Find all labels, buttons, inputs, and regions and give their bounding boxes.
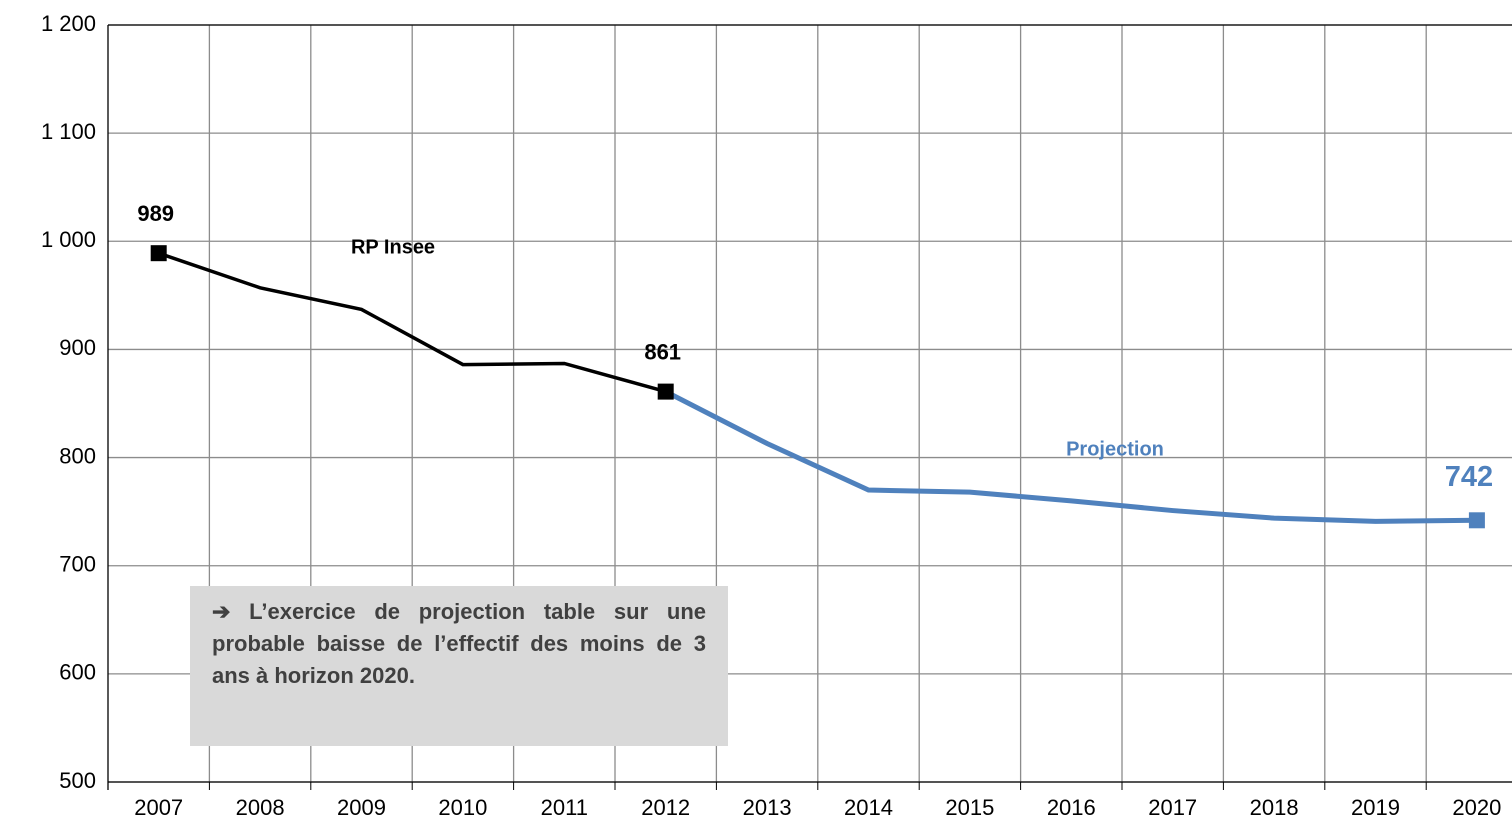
marker bbox=[1468, 512, 1485, 529]
y-tick-label: 1 100 bbox=[41, 119, 96, 144]
y-tick-label: 1 000 bbox=[41, 227, 96, 252]
series-label: RP Insee bbox=[351, 236, 435, 258]
x-tick-label: 2009 bbox=[337, 795, 386, 820]
y-tick-label: 800 bbox=[59, 443, 96, 468]
x-tick-label: 2019 bbox=[1351, 795, 1400, 820]
y-tick-label: 600 bbox=[59, 660, 96, 685]
data-label: 989 bbox=[137, 201, 174, 226]
marker bbox=[657, 383, 674, 400]
marker bbox=[150, 245, 167, 262]
x-tick-label: 2018 bbox=[1250, 795, 1299, 820]
x-tick-label: 2016 bbox=[1047, 795, 1096, 820]
series-line bbox=[158, 251, 667, 394]
x-tick-label: 2010 bbox=[438, 795, 487, 820]
data-label: 742 bbox=[1445, 461, 1493, 493]
y-tick-label: 1 200 bbox=[41, 11, 96, 36]
y-tick-label: 700 bbox=[59, 552, 96, 577]
y-tick-label: 500 bbox=[59, 768, 96, 793]
x-tick-label: 2015 bbox=[945, 795, 994, 820]
x-tick-label: 2007 bbox=[134, 795, 183, 820]
x-tick-label: 2014 bbox=[844, 795, 893, 820]
series-label: Projection bbox=[1066, 438, 1164, 460]
x-tick-label: 2008 bbox=[236, 795, 285, 820]
y-tick-label: 900 bbox=[59, 335, 96, 360]
x-tick-label: 2017 bbox=[1148, 795, 1197, 820]
x-tick-label: 2012 bbox=[641, 795, 690, 820]
x-tick-label: 2020 bbox=[1452, 795, 1501, 820]
series-line bbox=[664, 389, 1477, 524]
annotation-box: ➔ L’exercice de projection table sur une… bbox=[190, 586, 728, 746]
data-label: 861 bbox=[644, 339, 681, 364]
x-tick-label: 2013 bbox=[743, 795, 792, 820]
x-tick-label: 2011 bbox=[541, 795, 588, 820]
